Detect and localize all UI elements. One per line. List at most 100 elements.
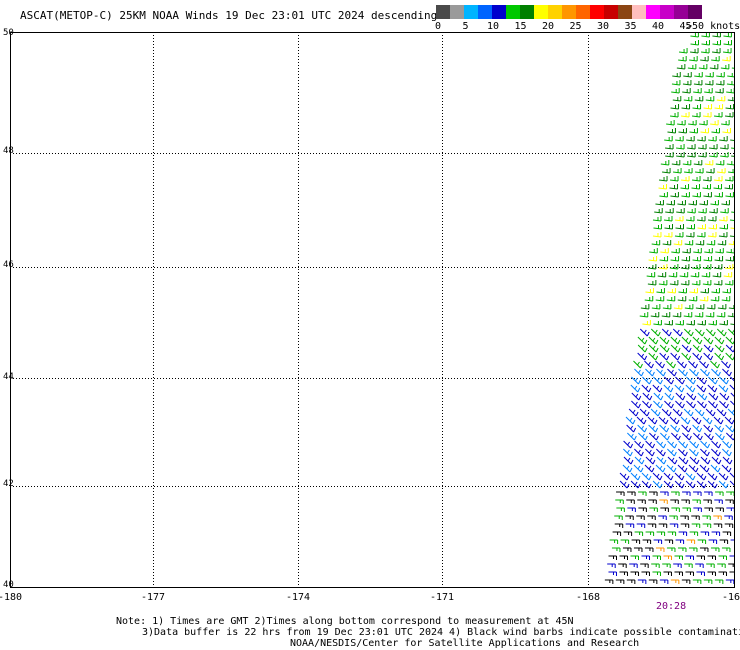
wind-barb <box>665 144 674 150</box>
wind-barb <box>715 507 724 512</box>
wind-barb <box>713 264 723 270</box>
wind-barb <box>665 208 674 214</box>
wind-barb <box>725 104 735 110</box>
wind-barb <box>616 507 625 512</box>
wind-barb <box>698 144 707 150</box>
wind-barbs <box>604 32 735 584</box>
wind-barb <box>710 464 721 473</box>
wind-barb <box>668 272 678 278</box>
wind-barb <box>705 408 716 417</box>
wind-barb <box>674 384 685 393</box>
colorbar-swatch <box>632 5 646 19</box>
wind-barb <box>710 360 720 369</box>
wind-barb <box>687 64 697 70</box>
colorbar-swatch <box>646 5 660 19</box>
wind-barb <box>719 392 730 401</box>
wind-barb <box>637 579 647 584</box>
wind-barb <box>670 192 679 198</box>
wind-barb <box>685 232 695 238</box>
wind-barb <box>703 579 713 584</box>
wind-barb <box>700 128 709 134</box>
wind-barb <box>719 136 728 142</box>
wind-barb <box>670 579 680 584</box>
wind-barb <box>626 499 635 504</box>
wind-barb <box>721 464 732 473</box>
wind-barb <box>681 104 691 110</box>
wind-barb <box>637 499 646 504</box>
wind-barb <box>683 96 693 102</box>
wind-barb <box>637 424 648 433</box>
wind-barb <box>658 416 669 425</box>
wind-barb <box>637 336 648 345</box>
wind-barb <box>706 563 715 568</box>
wind-barb <box>634 456 645 465</box>
wind-barb <box>714 104 724 110</box>
wind-barb <box>631 539 641 544</box>
colorbar-swatch <box>436 5 450 19</box>
wind-barb <box>666 296 676 302</box>
wind-barb <box>634 531 644 536</box>
wind-barb <box>702 264 712 270</box>
wind-barb <box>722 440 733 449</box>
wind-barb <box>702 523 712 528</box>
wind-barb <box>698 152 707 158</box>
wind-barb <box>708 224 717 230</box>
wind-barb <box>699 296 709 302</box>
wind-barb <box>645 448 655 457</box>
wind-barb <box>675 136 684 142</box>
wind-barb <box>659 424 670 433</box>
colorbar-tick-label: 30 <box>596 21 610 32</box>
wind-barb <box>678 56 687 62</box>
wind-barb <box>711 440 722 449</box>
wind-barb <box>627 491 636 496</box>
colorbar-swatch <box>590 5 604 19</box>
wind-barb <box>663 472 674 481</box>
wind-barb <box>694 312 704 318</box>
wind-barb <box>694 72 703 78</box>
longitude-label: -16 <box>721 592 740 603</box>
wind-barb <box>726 88 735 94</box>
longitude-label: -174 <box>285 592 311 603</box>
wind-barb <box>669 515 678 520</box>
wind-barb <box>659 192 668 198</box>
wind-barb <box>716 408 727 417</box>
wind-barb <box>702 112 712 118</box>
wind-barb <box>692 499 701 504</box>
wind-barb <box>699 360 709 369</box>
wind-barb <box>726 248 735 254</box>
wind-barb <box>689 128 698 134</box>
note-line-2: 3)Data buffer is 22 hrs from 19 Dec 23:0… <box>142 627 740 638</box>
wind-barb <box>731 211 735 213</box>
wind-barb <box>642 539 652 544</box>
wind-barb <box>642 320 651 326</box>
wind-barb <box>607 563 616 568</box>
wind-barb <box>714 256 724 262</box>
wind-barb <box>718 472 729 481</box>
wind-barb <box>715 160 725 166</box>
wind-barb <box>638 507 647 512</box>
wind-barb <box>685 384 696 393</box>
wind-barb <box>724 280 734 286</box>
wind-barb <box>718 480 729 489</box>
wind-barb <box>681 256 691 262</box>
wind-barb <box>675 320 684 326</box>
wind-barb <box>708 320 717 326</box>
wind-barb <box>728 563 735 567</box>
wind-barb <box>629 563 638 568</box>
wind-barb <box>700 440 711 449</box>
wind-barb <box>672 408 683 417</box>
wind-barb <box>703 104 713 110</box>
wind-barb <box>618 563 627 568</box>
wind-barb <box>687 144 696 150</box>
wind-barb <box>703 336 714 345</box>
wind-barb <box>655 547 665 552</box>
wind-barb <box>699 200 708 206</box>
wind-barb <box>688 200 697 206</box>
wind-barb <box>727 408 735 417</box>
wind-barb <box>626 424 637 433</box>
wind-barb <box>644 360 654 369</box>
wind-barb <box>711 368 721 377</box>
wind-barb <box>653 392 664 401</box>
wind-barb <box>700 531 710 536</box>
wind-barb <box>670 424 681 433</box>
